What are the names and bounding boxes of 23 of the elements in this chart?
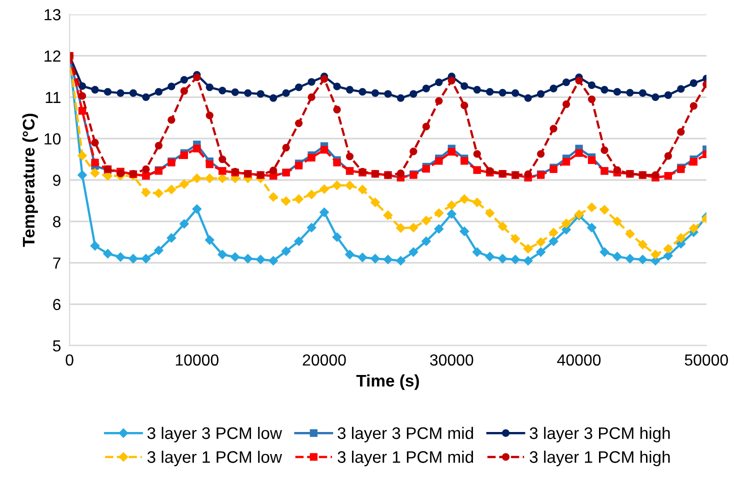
legend-label: 3 layer 1 PCM mid bbox=[338, 450, 474, 466]
y-tick-label: 9 bbox=[53, 174, 60, 186]
x-tick-label: 0 bbox=[66, 354, 74, 366]
legend-label: 3 layer 3 PCM mid bbox=[338, 426, 474, 442]
x-tick-label: 50000 bbox=[684, 354, 728, 366]
x-tick-label: 20000 bbox=[302, 354, 346, 366]
legend-label: 3 layer 3 PCM low bbox=[147, 426, 282, 442]
y-tick-label: 7 bbox=[53, 258, 60, 269]
x-axis-title: Time (s) bbox=[356, 374, 419, 390]
legend-label: 3 layer 3 PCM high bbox=[530, 426, 670, 442]
y-tick-label: 5 bbox=[52, 340, 61, 352]
y-tick-label: 11 bbox=[46, 92, 60, 103]
x-tick-label: 40000 bbox=[557, 354, 601, 366]
y-tick-label: 10 bbox=[44, 133, 61, 145]
legend-label: 3 layer 1 PCM high bbox=[530, 450, 670, 466]
y-tick-label: 8 bbox=[53, 216, 61, 228]
y-tick-label: 12 bbox=[44, 50, 60, 62]
x-tick-label: 30000 bbox=[430, 354, 474, 366]
y-axis-title: Temperature (°C) bbox=[22, 114, 38, 247]
x-tick-label: 10000 bbox=[176, 354, 218, 366]
y-tick-label: 13 bbox=[44, 9, 61, 20]
y-tick-label: 6 bbox=[53, 298, 61, 310]
legend-label: 3 layer 1 PCM low bbox=[147, 450, 282, 466]
